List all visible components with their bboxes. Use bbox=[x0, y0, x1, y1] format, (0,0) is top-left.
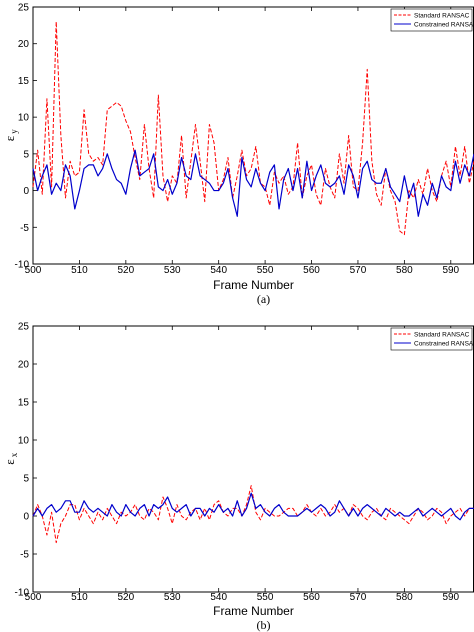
x-tick-label: 550 bbox=[257, 265, 274, 276]
legend: Standard RANSAC Constrained RANSAC bbox=[390, 8, 474, 32]
y-tick-label: 20 bbox=[18, 39, 30, 50]
series-line-constrained-ransac bbox=[32, 492, 474, 521]
x-tick-label: 510 bbox=[71, 592, 88, 603]
y-tick-label: 5 bbox=[23, 149, 29, 160]
x-tick-label: 570 bbox=[350, 265, 367, 276]
x-tick-label: 520 bbox=[117, 592, 134, 603]
x-tick-label: 590 bbox=[442, 265, 459, 276]
legend-label-constrained: Constrained RANSAC bbox=[414, 340, 474, 347]
series-line-standard-ransac bbox=[32, 485, 474, 544]
legend-box bbox=[390, 8, 473, 32]
y-tick-label: 0 bbox=[23, 186, 29, 197]
y-tick-label: 15 bbox=[18, 76, 30, 87]
y-axis-label-symbol: ε bbox=[2, 459, 17, 465]
x-tick-label: 570 bbox=[350, 592, 367, 603]
y-tick-label: -5 bbox=[20, 550, 29, 561]
x-tick-label: 560 bbox=[303, 265, 320, 276]
x-axis-label: Frame Number bbox=[213, 278, 294, 292]
y-tick-label: 25 bbox=[18, 322, 30, 333]
panel-b: 500 510 520 530 540 550 560 570 580 590-10-505101… bbox=[2, 322, 474, 632]
x-tick-label: 540 bbox=[210, 592, 227, 603]
legend: Standard RANSAC Constrained RANSAC bbox=[390, 327, 474, 351]
y-axis-label-subscript: y bbox=[9, 129, 19, 134]
y-tick-label: 5 bbox=[23, 474, 29, 485]
y-tick-label: -10 bbox=[15, 260, 30, 271]
panel-caption: (b) bbox=[257, 618, 271, 632]
panel-a: 500 510 520 530 540 550 560 570 580 590-10-505101… bbox=[2, 3, 474, 306]
x-tick-label: 590 bbox=[442, 592, 459, 603]
series-line-constrained-ransac bbox=[32, 149, 474, 217]
y-axis-label-subscript: x bbox=[9, 452, 19, 457]
y-tick-label: -5 bbox=[20, 223, 29, 234]
y-tick-label: 20 bbox=[18, 360, 30, 371]
x-tick-label: 530 bbox=[164, 592, 181, 603]
legend-label-constrained: Constrained RANSAC bbox=[414, 21, 474, 28]
y-tick-label: 10 bbox=[18, 113, 30, 124]
x-tick-label: 540 bbox=[210, 265, 227, 276]
y-tick-label: 10 bbox=[18, 436, 30, 447]
y-tick-label: 25 bbox=[18, 3, 30, 14]
legend-label-standard: Standard RANSAC bbox=[414, 331, 470, 338]
plot-frame bbox=[32, 6, 474, 265]
x-tick-label: 510 bbox=[71, 265, 88, 276]
panel-caption: (a) bbox=[257, 292, 270, 306]
x-tick-label: 530 bbox=[164, 265, 181, 276]
x-axis-label: Frame Number bbox=[213, 604, 294, 618]
y-tick-label: 0 bbox=[23, 512, 29, 523]
y-tick-label: -10 bbox=[15, 588, 30, 599]
series-line-standard-ransac bbox=[32, 21, 474, 236]
x-tick-label: 550 bbox=[257, 592, 274, 603]
x-tick-label: 520 bbox=[117, 265, 134, 276]
x-tick-label: 500 bbox=[25, 592, 42, 603]
y-axis-label-symbol: ε bbox=[2, 135, 17, 141]
y-axis-label: εx bbox=[2, 452, 19, 464]
x-tick-label: 560 bbox=[303, 592, 320, 603]
legend-box bbox=[390, 327, 473, 351]
x-tick-label: 580 bbox=[396, 265, 413, 276]
y-tick-label: 15 bbox=[18, 398, 30, 409]
y-axis-label: εy bbox=[2, 129, 19, 141]
x-tick-label: 580 bbox=[396, 592, 413, 603]
x-tick-label: 500 bbox=[25, 265, 42, 276]
plot-frame bbox=[32, 325, 474, 593]
legend-label-standard: Standard RANSAC bbox=[414, 12, 470, 19]
